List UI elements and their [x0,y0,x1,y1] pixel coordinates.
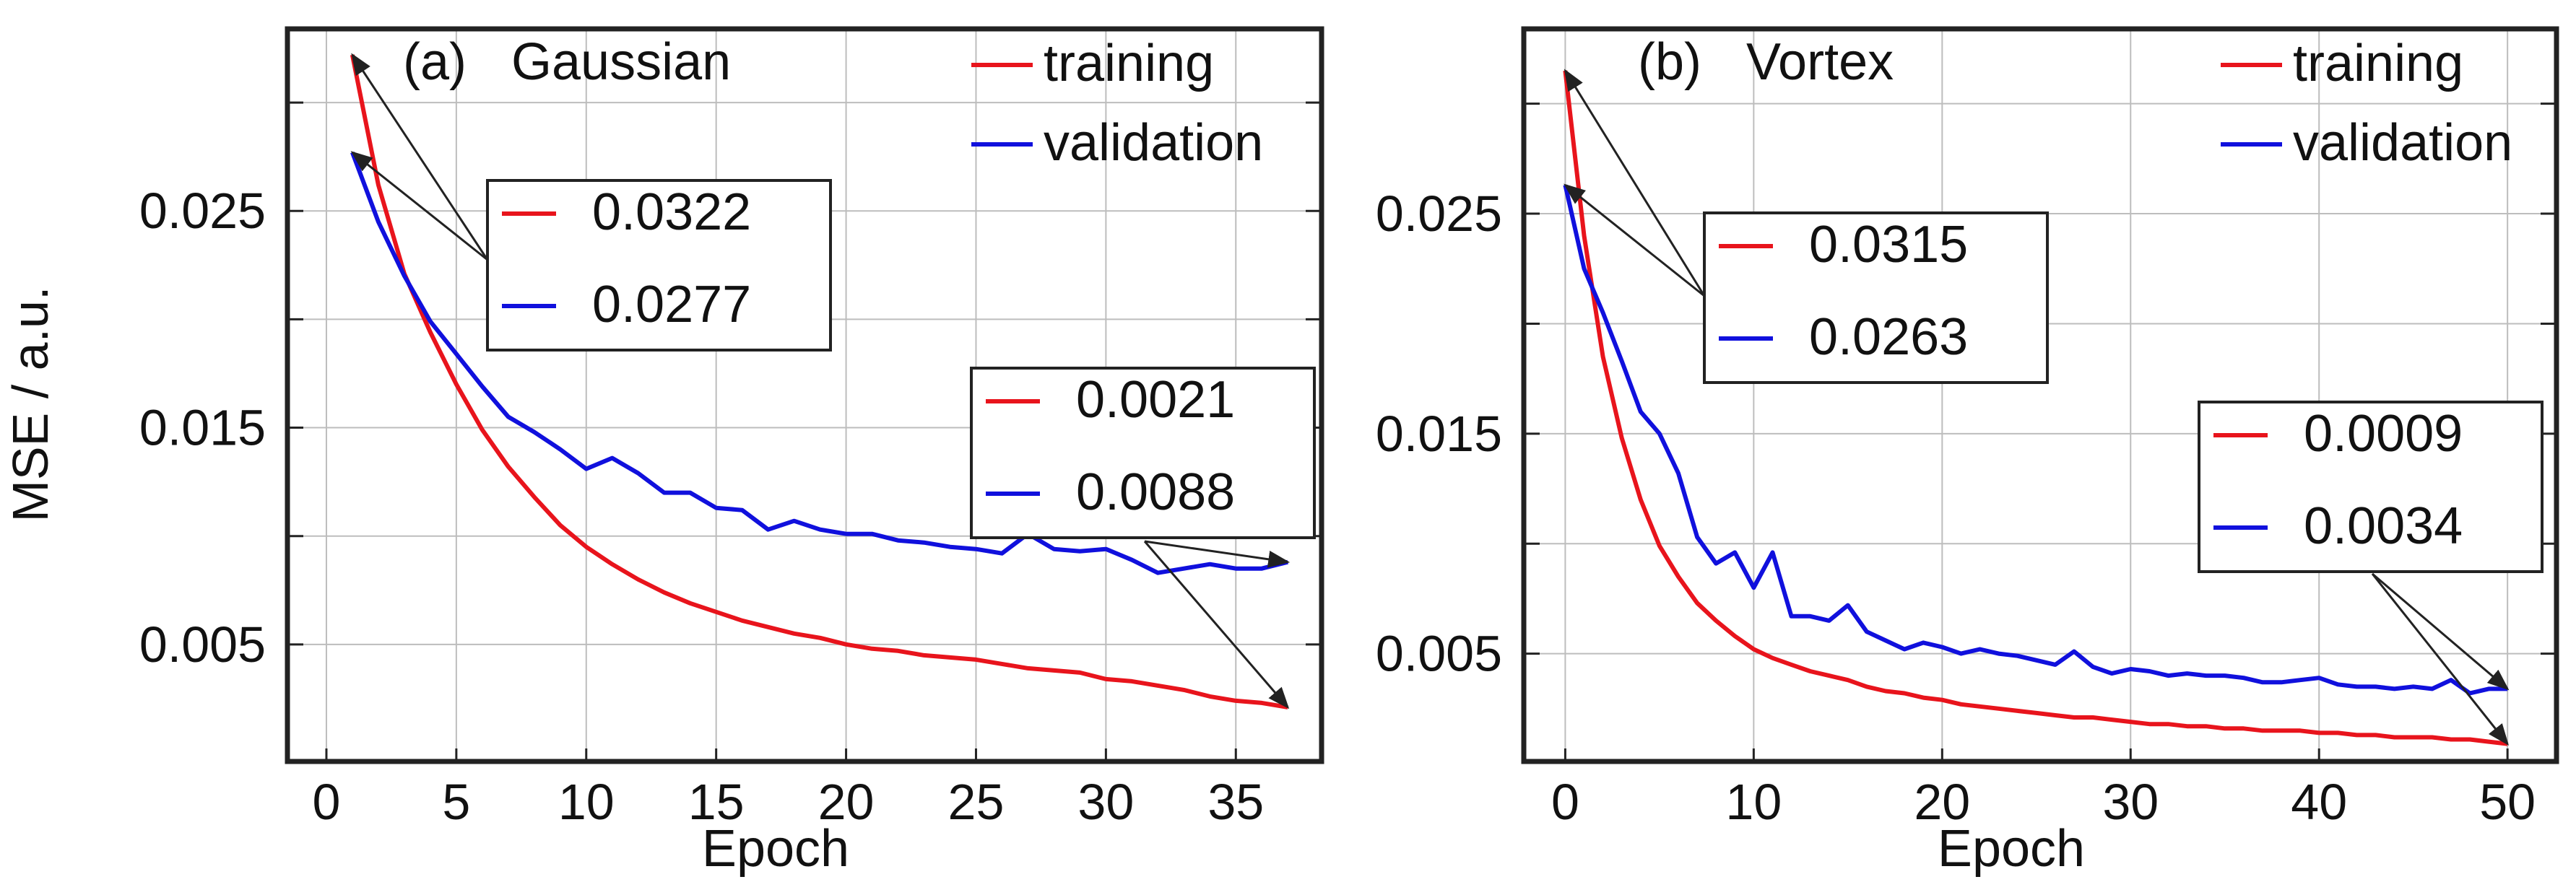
panel-title: Vortex [1746,33,1894,91]
figure: MSE / a.u. 0 5 10 15 20 25 30 35 0.005 0.015 0.025… [0,0,2576,878]
x-axis-label: Epoch [1938,820,2085,878]
x-tick-label: 5 [442,774,470,830]
figure-svg: MSE / a.u. 0 5 10 15 20 25 30 350.0050.0150.025… [0,0,2576,878]
x-tick-label: 30 [2102,774,2159,830]
x-tick-label: 0 [313,774,341,830]
annotation-value: 0.0315 [1809,216,1968,274]
annotation-arrow [2372,574,2507,744]
annotation-value: 0.0021 [1076,371,1235,429]
annotation-value: 0.0009 [2304,405,2463,463]
x-axis-label: Epoch [702,820,849,878]
x-tick-label: 40 [2291,774,2347,830]
annotation-value: 0.0263 [1809,308,1968,366]
x-tick-label: 50 [2479,774,2536,830]
y-tick-label: 0.015 [139,400,266,456]
panel-title: Gaussian [511,33,731,91]
x-tick-label: 10 [1725,774,1782,830]
annotation-arrow [2372,574,2507,689]
legend-label-training: training [2293,35,2463,92]
y-tick-label: 0.005 [1376,626,1502,682]
y-axis-label: MSE / a.u. [2,287,58,523]
panel-label: (a) [403,33,467,91]
y-tick-label: 0.015 [1376,406,1502,462]
x-tick-label: 10 [558,774,615,830]
y-tick-label: 0.005 [139,616,266,673]
x-tick-label: 35 [1207,774,1264,830]
x-tick-label: 30 [1077,774,1134,830]
annotation-value: 0.0034 [2304,497,2463,555]
y-tick-label: 0.025 [1376,185,1502,242]
panel-label: (b) [1638,33,1701,91]
annotation-value: 0.0277 [592,276,751,333]
x-tick-label: 25 [948,774,1005,830]
legend-label-training: training [1044,35,1214,92]
legend-label-validation: validation [1044,114,1263,172]
annotation-value: 0.0088 [1076,463,1235,521]
annotation-value: 0.0322 [592,183,751,241]
x-tick-label: 0 [1551,774,1579,830]
legend-label-validation: validation [2293,114,2512,172]
y-tick-label: 0.025 [139,183,266,239]
annotation-arrow [1145,541,1288,562]
